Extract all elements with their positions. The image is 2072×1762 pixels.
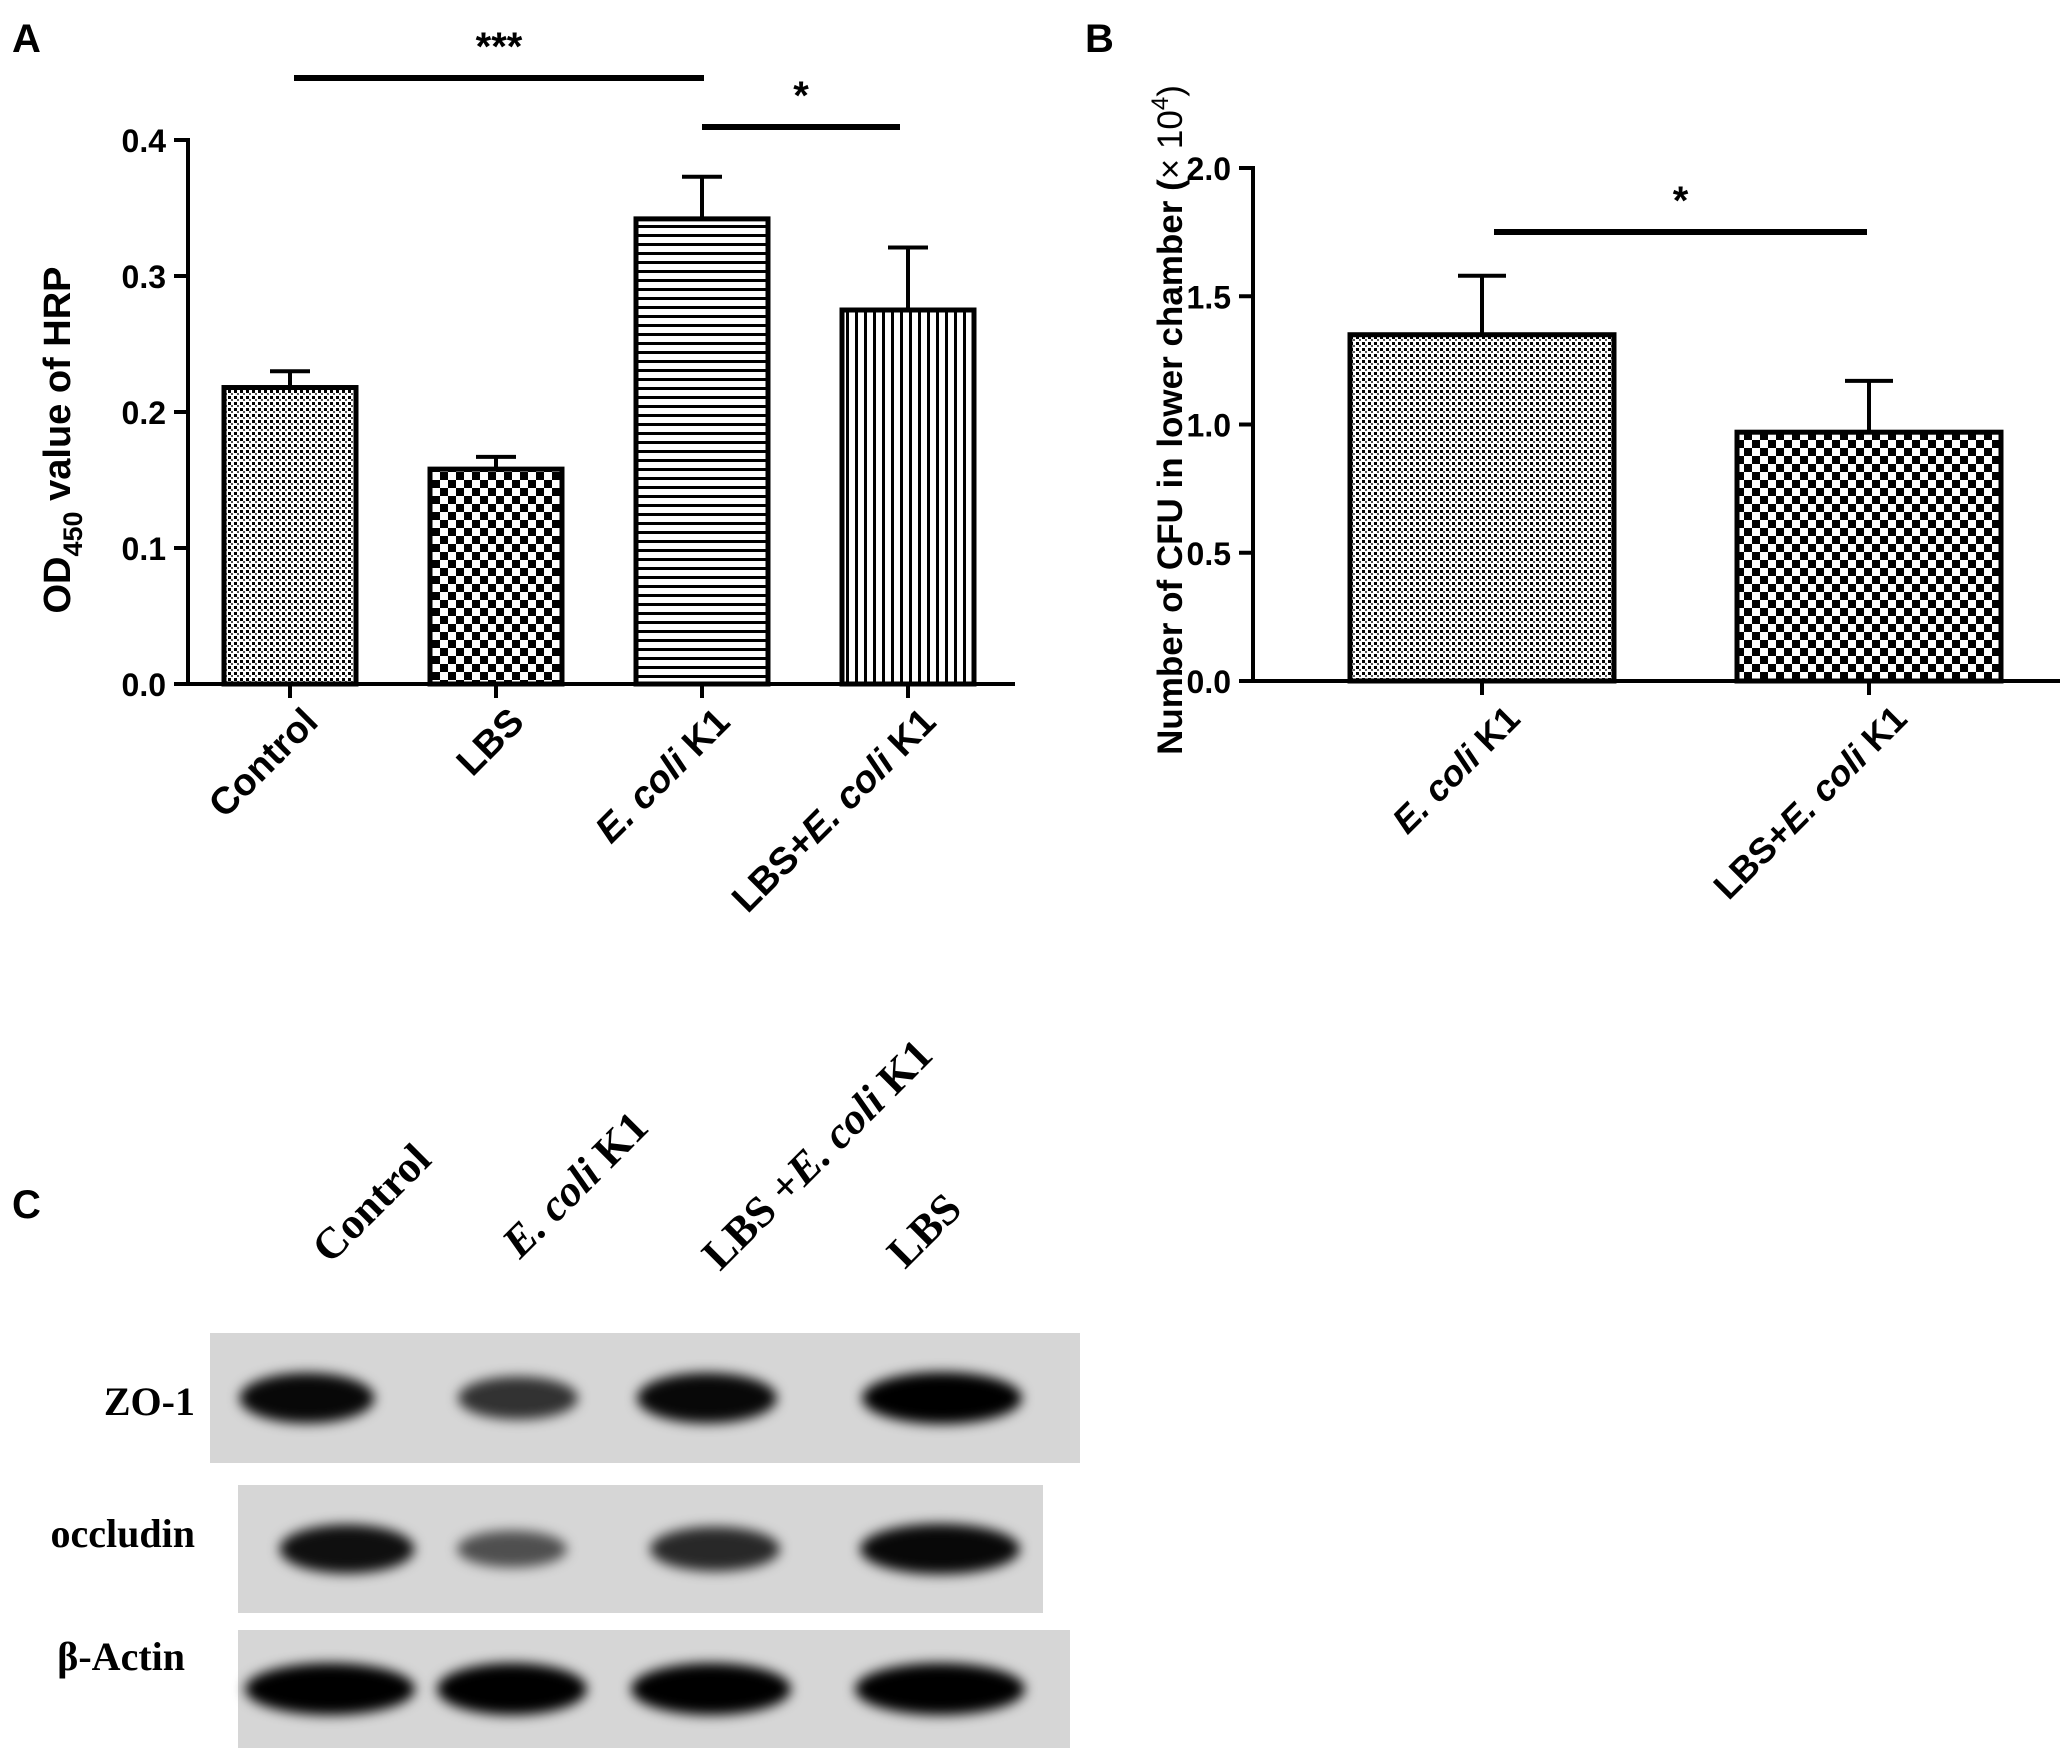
blot-band	[637, 1372, 777, 1424]
blot-band	[631, 1663, 791, 1715]
blot-band	[239, 1372, 375, 1424]
y-tick-label: 0.1	[122, 531, 166, 567]
panel-letter-a: A	[12, 17, 41, 61]
bar	[633, 216, 771, 687]
y-axis-label-a: OD450 value of HRP	[37, 266, 88, 613]
blot-band	[245, 1663, 415, 1715]
significance-label: *	[1673, 179, 1689, 223]
y-tick-label: 0.0	[1187, 664, 1231, 700]
y-tick-label: 2.0	[1187, 151, 1231, 187]
lane-label: E. coli K1	[492, 1102, 658, 1268]
bar	[839, 307, 977, 687]
significance-label: ***	[476, 25, 523, 69]
lane-label: Control	[302, 1134, 440, 1272]
x-tick-label: LBS+E. coli K1	[724, 701, 944, 921]
blot-band	[650, 1526, 780, 1572]
bar	[221, 385, 359, 687]
blot-band	[862, 1372, 1022, 1424]
blot-band	[458, 1376, 578, 1420]
panel-letter-c: C	[12, 1183, 41, 1227]
bar	[1347, 332, 1617, 684]
blot-band	[457, 1530, 567, 1568]
x-tick-label: LBS	[449, 701, 532, 784]
lane-label: LBS	[877, 1184, 970, 1277]
label-part: LBS	[877, 1184, 970, 1277]
panel-letter-b: B	[1085, 17, 1114, 61]
label-part: LBS	[449, 701, 532, 784]
y-tick-label: 0.3	[122, 259, 166, 295]
x-tick-label: Control	[201, 701, 326, 826]
chart-panel-a: OD450 value of HRP 0.0 0.1 0.2 0.3 0.4 Contro…	[37, 25, 1015, 921]
blot-row-label: occludin	[51, 1511, 195, 1556]
y-tick-label: 1.5	[1187, 279, 1231, 315]
x-tick-label: E. coli K1	[1384, 698, 1528, 842]
y-tick-label: 0.5	[1187, 536, 1231, 572]
bar	[1734, 429, 2004, 684]
significance-label: *	[793, 74, 809, 118]
blot-row-label: β-Actin	[57, 1634, 185, 1679]
blot-band	[437, 1663, 587, 1715]
chart-panel-b: Number of CFU in lower chamber (× 104) 0…	[1147, 85, 2060, 907]
blot-row-label: ZO-1	[104, 1379, 195, 1424]
y-axis-label-b: Number of CFU in lower chamber (× 104)	[1147, 85, 1190, 755]
x-tick-label: LBS+E. coli K1	[1705, 698, 1914, 907]
blot-band	[855, 1663, 1025, 1715]
y-tick-label: 0.4	[122, 123, 167, 159]
x-tick-label: E. coli K1	[588, 701, 739, 852]
y-tick-label: 0.2	[122, 395, 166, 431]
y-tick-label: 1.0	[1187, 408, 1231, 444]
bar	[427, 466, 565, 687]
blot-band	[860, 1523, 1020, 1575]
label-part: Control	[302, 1134, 440, 1272]
blot-band	[279, 1524, 415, 1574]
y-tick-label: 0.0	[122, 667, 166, 703]
label-part: Control	[201, 701, 326, 826]
